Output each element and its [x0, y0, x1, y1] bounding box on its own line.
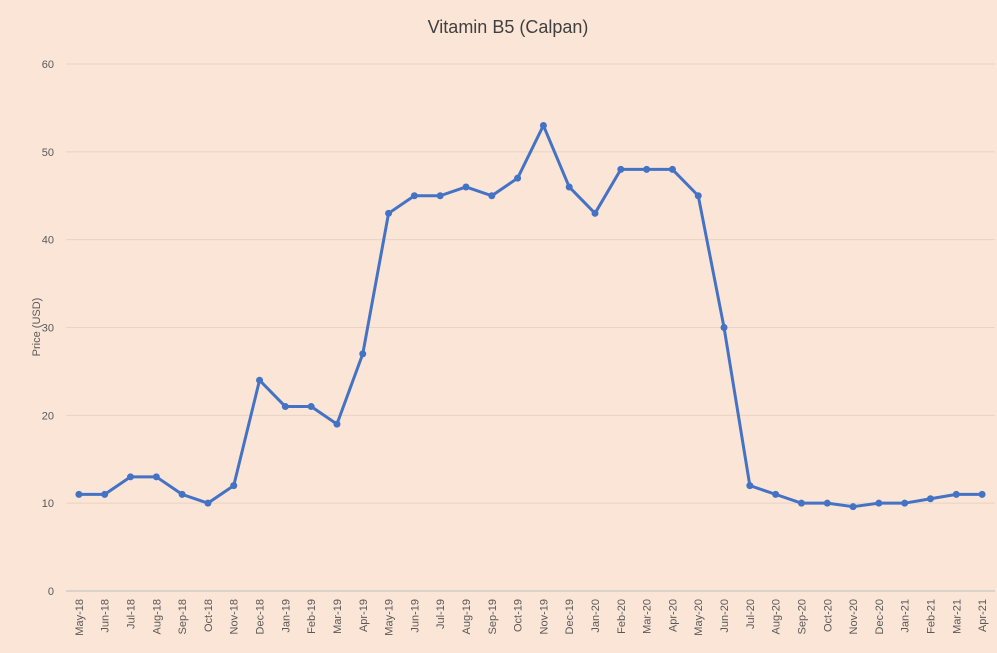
point — [75, 490, 83, 498]
x-tick-label: Jul-19 — [435, 599, 447, 629]
point — [436, 192, 444, 200]
x-tick-label: Oct-20 — [822, 599, 834, 632]
point — [307, 403, 315, 411]
x-tick-label: May-20 — [693, 599, 705, 636]
x-tick-label: Jul-18 — [126, 599, 138, 629]
point — [410, 192, 418, 200]
y-tick-label: 40 — [42, 235, 54, 247]
point — [772, 490, 780, 498]
x-tick-label: Nov-18 — [229, 599, 241, 634]
x-tick-label: Apr-20 — [667, 599, 679, 632]
point — [204, 499, 212, 507]
y-tick-label: 10 — [42, 498, 54, 510]
x-tick-label: Nov-19 — [538, 599, 550, 634]
y-tick-label: 30 — [42, 323, 54, 335]
point — [385, 209, 393, 217]
x-tick-label: Nov-20 — [848, 599, 860, 634]
point — [591, 209, 599, 217]
point — [720, 324, 728, 331]
point — [694, 192, 702, 200]
y-tick-label: 60 — [42, 59, 54, 71]
point — [514, 174, 522, 182]
point — [333, 420, 341, 428]
x-tick-label: Apr-19 — [358, 599, 370, 632]
point — [127, 473, 135, 481]
point — [488, 192, 496, 200]
point — [178, 490, 186, 498]
point — [643, 165, 651, 173]
line — [78, 123, 983, 509]
point — [849, 503, 857, 511]
x-tick-label: Sep-18 — [177, 599, 189, 634]
x-tick-label: Mar-20 — [642, 599, 654, 634]
point — [746, 482, 754, 490]
x-tick-label: Oct-18 — [203, 599, 215, 632]
x-tick-label: Dec-20 — [874, 599, 886, 634]
point — [952, 490, 960, 498]
chart-title: Vitamin B5 (Calpan) — [428, 17, 589, 37]
x-tick-label: Feb-21 — [925, 599, 937, 634]
point — [101, 490, 109, 498]
point — [901, 499, 909, 507]
point — [926, 495, 934, 503]
x-tick-label: Aug-18 — [151, 599, 163, 634]
point — [978, 490, 986, 498]
point — [797, 499, 805, 507]
point — [823, 499, 831, 507]
point — [256, 376, 264, 384]
x-tick-label: Sep-19 — [487, 599, 499, 634]
point — [281, 403, 289, 411]
x-tick-label: Jun-20 — [719, 599, 731, 633]
x-tick-label: Sep-20 — [796, 599, 808, 634]
x-tick-label: Jan-21 — [900, 599, 912, 633]
y-tick-label: 50 — [42, 147, 54, 159]
x-tick-label: Feb-19 — [306, 599, 318, 634]
x-tick-label: May-19 — [384, 599, 396, 636]
x-tick-label: Oct-19 — [513, 599, 525, 632]
y-tick-label: 0 — [48, 586, 54, 598]
y-tick-label: 20 — [42, 410, 54, 422]
x-tick-label: Jun-18 — [100, 599, 112, 633]
x-tick-label: Jun-19 — [409, 599, 421, 633]
x-tick-label: Jul-20 — [745, 599, 757, 629]
x-tick-label: Mar-21 — [951, 599, 963, 634]
x-tick-label: Dec-18 — [255, 599, 267, 634]
y-axis-label: Price (USD) — [31, 298, 43, 357]
x-tick-label: Aug-20 — [771, 599, 783, 634]
point — [359, 350, 367, 358]
point — [617, 165, 625, 173]
point — [152, 473, 160, 481]
point — [565, 183, 573, 191]
point — [668, 165, 676, 173]
point — [230, 482, 238, 490]
x-tick-label: Apr-21 — [977, 599, 989, 632]
x-tick-label: Aug-19 — [461, 599, 473, 634]
point — [539, 121, 547, 129]
x-tick-label: May-18 — [74, 599, 86, 636]
x-tick-label: Mar-19 — [332, 599, 344, 634]
point — [462, 183, 470, 191]
x-tick-label: Feb-20 — [616, 599, 628, 634]
x-tick-label: Dec-19 — [564, 599, 576, 634]
x-tick-label: Jan-20 — [590, 599, 602, 633]
point — [875, 499, 883, 507]
x-tick-label: Jan-19 — [280, 599, 292, 633]
